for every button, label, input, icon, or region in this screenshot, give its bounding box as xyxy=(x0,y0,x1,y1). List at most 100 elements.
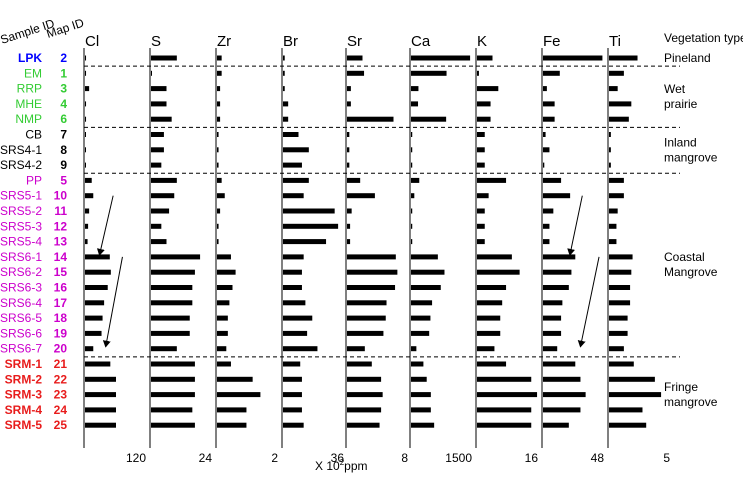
bar-cl-nmp xyxy=(85,116,87,122)
bar-s-pp xyxy=(151,177,177,183)
panel-cl: Cl 120 xyxy=(83,33,146,465)
panel-title: Zr xyxy=(217,33,231,50)
map-id-label: 10 xyxy=(54,189,68,203)
bar-zr-srm-1 xyxy=(217,361,231,367)
map-id-label: 13 xyxy=(54,235,68,249)
bar-fe-srs6-6 xyxy=(543,330,562,336)
bar-ca-srs6-7 xyxy=(411,346,417,352)
bar-fe-em xyxy=(543,70,560,76)
bar-br-srs5-4 xyxy=(283,239,327,245)
bar-zr-srs6-6 xyxy=(217,330,228,336)
bar-zr-srs5-1 xyxy=(217,193,225,199)
bar-fe-srs6-7 xyxy=(543,346,558,352)
bar-ti-mhe xyxy=(609,101,632,107)
bar-cl-cb xyxy=(85,132,86,137)
vegetation-label: Inland xyxy=(664,135,697,149)
bar-cl-srs5-4 xyxy=(85,239,88,245)
bar-zr-mhe xyxy=(217,101,221,107)
bar-ti-srm-1 xyxy=(609,361,634,367)
bar-fe-srs4-2 xyxy=(543,162,545,168)
bar-cl-srm-4 xyxy=(85,407,116,413)
bar-s-srs4-2 xyxy=(151,162,162,168)
trend-arrow xyxy=(102,256,123,348)
bar-ca-srs5-3 xyxy=(411,223,413,229)
vegetation-label: Wet xyxy=(664,82,686,96)
bar-br-mhe xyxy=(283,101,289,107)
bar-fe-srs5-1 xyxy=(543,193,571,199)
bar-sr-srs6-6 xyxy=(347,330,384,336)
bar-br-em xyxy=(283,70,285,76)
bar-zr-pp xyxy=(217,177,222,183)
bar-br-srm-1 xyxy=(283,361,301,367)
bar-fe-srs6-3 xyxy=(543,285,569,290)
bar-sr-srm-4 xyxy=(347,407,382,413)
panel-title: Ca xyxy=(411,33,431,50)
sample-id-label: SRS5-3 xyxy=(0,219,42,233)
vegetation-type-header: Vegetation type xyxy=(664,31,743,45)
bar-ti-srm-3 xyxy=(609,392,662,398)
bar-k-srs5-4 xyxy=(477,239,485,245)
element-panels: Cl 120 S 24 Zr 2 Br 36 Sr 8 Ca 1500 K 16 Fe 48 Ti 5 xyxy=(83,33,670,465)
bar-ti-srs6-3 xyxy=(609,285,631,290)
sample-id-label: LPK xyxy=(18,51,42,65)
bar-sr-srs6-2 xyxy=(347,269,398,275)
bar-fe-pp xyxy=(543,177,562,183)
bar-s-srs6-4 xyxy=(151,300,193,306)
bar-ca-mhe xyxy=(411,101,419,107)
bar-s-srs6-5 xyxy=(151,315,190,321)
bar-s-srs5-4 xyxy=(151,239,167,245)
bar-fe-srs5-3 xyxy=(543,223,550,229)
axis-max-label: 120 xyxy=(126,451,146,465)
bar-cl-srs5-1 xyxy=(85,193,94,199)
panel-title: Cl xyxy=(85,33,99,50)
bar-zr-nmp xyxy=(217,116,221,122)
bar-cl-srm-3 xyxy=(85,392,116,398)
bar-fe-rrp xyxy=(543,86,547,92)
map-id-label: 15 xyxy=(54,265,68,279)
bar-zr-cb xyxy=(217,132,219,137)
bar-cl-srs6-1 xyxy=(85,254,110,260)
bar-sr-srs6-7 xyxy=(347,346,365,352)
bar-s-srm-1 xyxy=(151,361,195,367)
bar-zr-srm-4 xyxy=(217,407,247,413)
bar-cl-srm-2 xyxy=(85,376,116,382)
bar-zr-srs6-1 xyxy=(217,254,231,260)
map-id-label: 6 xyxy=(60,112,67,126)
bar-fe-srm-1 xyxy=(543,361,576,367)
bar-ti-srs6-5 xyxy=(609,315,628,321)
bar-k-nmp xyxy=(477,116,491,122)
bar-k-srs6-7 xyxy=(477,346,495,352)
bar-sr-mhe xyxy=(347,101,351,107)
bar-ca-srm-5 xyxy=(411,422,435,428)
map-id-label: 5 xyxy=(60,173,67,187)
bar-zr-srs6-7 xyxy=(217,346,227,352)
sample-id-label: SRM-1 xyxy=(5,357,43,371)
sample-id-label: SRS4-2 xyxy=(0,158,42,172)
bar-br-srs4-1 xyxy=(283,147,309,153)
bar-br-srs6-6 xyxy=(283,330,308,336)
axis-max-label: 16 xyxy=(525,451,539,465)
bar-sr-srs6-5 xyxy=(347,315,386,321)
bar-sr-cb xyxy=(347,132,350,137)
map-id-label: 21 xyxy=(54,357,68,371)
bar-zr-srm-5 xyxy=(217,422,247,428)
bar-sr-lpk xyxy=(347,55,363,61)
bar-fe-nmp xyxy=(543,116,555,122)
bar-br-pp xyxy=(283,177,309,183)
map-id-label: 3 xyxy=(60,82,67,96)
bar-s-cb xyxy=(151,132,164,137)
bar-br-srm-3 xyxy=(283,392,302,398)
bar-zr-rrp xyxy=(217,86,221,92)
bar-sr-srs4-1 xyxy=(347,147,350,153)
bar-k-srs6-1 xyxy=(477,254,512,260)
bar-s-lpk xyxy=(151,55,177,61)
bar-fe-srs5-2 xyxy=(543,208,554,214)
bar-s-srm-2 xyxy=(151,376,195,382)
sample-id-label: SRS5-2 xyxy=(0,204,42,218)
bar-s-srm-5 xyxy=(151,422,195,428)
panel-title: S xyxy=(151,33,161,50)
bar-k-srs6-5 xyxy=(477,315,501,321)
bar-sr-srs6-1 xyxy=(347,254,396,260)
bar-ti-srs4-1 xyxy=(609,147,611,153)
bar-k-em xyxy=(477,70,479,76)
